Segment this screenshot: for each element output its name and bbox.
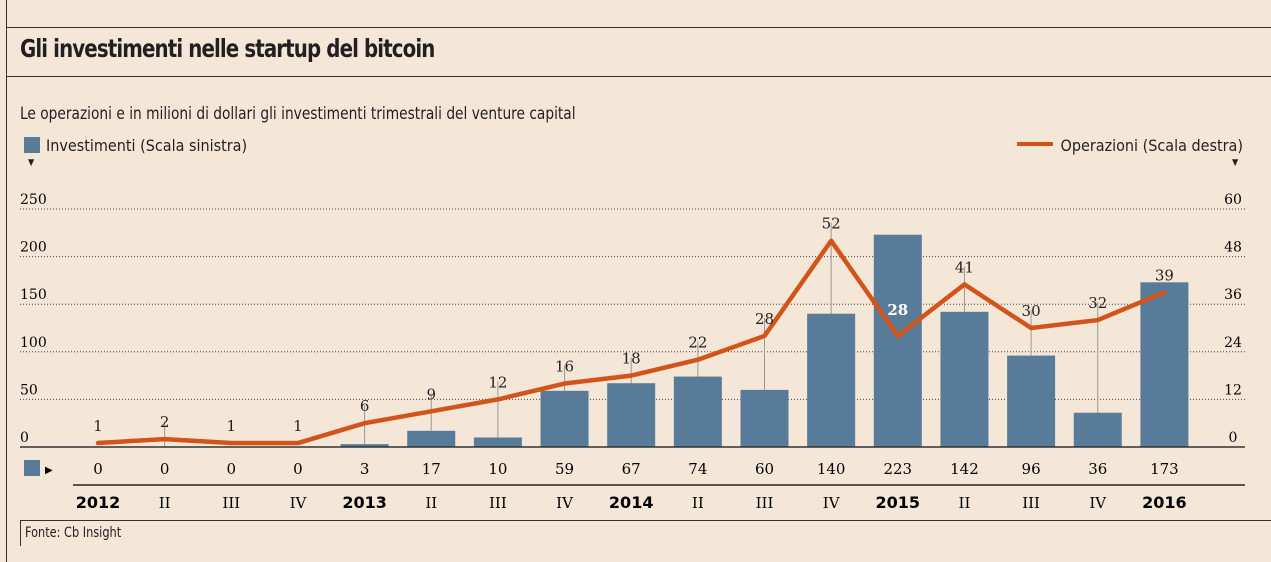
bar-swatch-row [24,460,40,476]
down-arrow-icon: ▼ [1232,158,1239,168]
category-label: III [1022,494,1040,512]
left-tick-label: 0 [20,430,29,446]
source-rule-vertical [20,520,21,546]
line-data-label: 6 [360,397,370,415]
right-tick-label: 48 [1224,240,1242,256]
category-label: IV [556,494,574,512]
line-data-label: 39 [1155,266,1174,284]
category-label: III [489,494,507,512]
bar-value-label: 0 [160,460,170,478]
bar [673,376,722,447]
bar [940,311,989,447]
left-tick-label: 250 [20,192,47,208]
line-data-label: 9 [426,385,436,403]
left-tick-label: 150 [20,287,47,303]
category-label: IV [290,494,308,512]
down-arrow-icon: ▼ [28,158,35,168]
bar-value-label: 96 [1022,460,1041,478]
bar-value-label: 223 [883,460,912,478]
bar-value-label: 10 [488,460,507,478]
top-rule [6,27,1271,28]
left-tick-label: 100 [20,335,47,351]
bar-value-label: 142 [950,460,979,478]
category-label: II [692,494,704,512]
bar-value-label: 17 [422,460,441,478]
line-data-label: 22 [688,334,707,352]
chart-title: Gli investimenti nelle startup del bitco… [20,34,435,63]
bar [1073,412,1122,447]
category-label: 2014 [609,493,654,512]
bar [407,430,456,447]
category-label: 2015 [876,493,921,512]
bar-value-label: 3 [360,460,370,478]
line-data-label: 2 [160,413,170,431]
legend-line: Operazioni (Scala destra) [1016,136,1244,155]
category-label: 2016 [1142,493,1187,512]
left-rule [6,0,7,562]
right-tick-label: 36 [1224,287,1242,303]
left-tick-label: 200 [20,240,47,256]
source-rule [20,520,1271,521]
bar [473,437,522,447]
right-tick-label: 24 [1224,335,1242,351]
bar-value-label: 67 [622,460,641,478]
category-label: 2012 [76,493,121,512]
category-label: II [959,494,971,512]
bar-value-label: 140 [817,460,846,478]
line-data-label: 1 [293,417,303,435]
source-note: Fonte: Cb Insight [25,525,122,541]
category-label: III [222,494,240,512]
operations-line [95,238,1167,446]
legend-line-label: Operazioni (Scala destra) [1060,136,1244,155]
category-label: 2013 [342,493,387,512]
line-data-label: 1 [227,417,237,435]
bar-value-label: 0 [93,460,103,478]
line-data-label: 41 [955,258,974,276]
category-label: IV [1089,494,1107,512]
bar-swatch [24,137,40,153]
category-label: II [159,494,171,512]
title-rule [6,76,1271,77]
line-swatch [1016,142,1053,146]
line-data-label: 32 [1088,294,1107,312]
right-tick-label: 0 [1229,430,1238,446]
chart-subtitle: Le operazioni e in milioni di dollari gl… [20,104,576,124]
bar [607,383,656,447]
bar-value-label: 60 [755,460,774,478]
line-data-label: 28 [887,301,908,319]
bar-value-label: 0 [227,460,237,478]
right-tick-label: 12 [1224,382,1242,398]
left-tick-label: 50 [20,382,38,398]
bar-value-label: 173 [1150,460,1179,478]
bar-value-label: 59 [555,460,574,478]
right-tick-label: 60 [1224,192,1242,208]
bar [1007,355,1056,447]
legend-bars: Investimenti (Scala sinistra) [24,136,247,155]
bar-value-label: 0 [293,460,303,478]
bar [340,444,389,447]
line-data-label: 30 [1022,302,1041,320]
category-label: II [425,494,437,512]
line-data-label: 18 [622,350,641,368]
line-data-label: 1 [93,417,103,435]
legend-bars-label: Investimenti (Scala sinistra) [46,136,248,155]
line-data-label: 12 [488,373,507,391]
category-label: IV [823,494,841,512]
category-label: III [756,494,774,512]
line-data-label: 52 [822,215,841,233]
line-data-label: 16 [555,358,574,376]
bar [540,390,589,447]
bar [1140,282,1189,447]
bar [807,313,856,447]
bar-value-label: 74 [688,460,707,478]
right-arrow-icon: ▶ [45,465,53,476]
line-data-label: 28 [755,310,774,328]
bar [873,234,922,447]
bar-value-label: 36 [1088,460,1107,478]
bar [740,389,789,447]
